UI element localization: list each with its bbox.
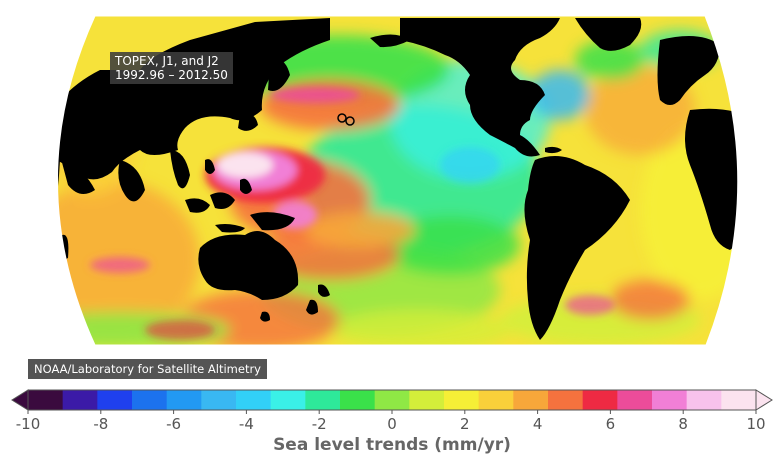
colorbar-segment	[478, 390, 514, 410]
island-marker	[337, 113, 347, 123]
colorbar-tick-label: 0	[387, 415, 397, 433]
colorbar-segment	[617, 390, 653, 410]
colorbar-segment	[686, 390, 722, 410]
colorbar-tick-label: 10	[746, 415, 766, 433]
colorbar-segment	[270, 390, 306, 410]
mission-label-line2: 1992.96 – 2012.50	[115, 68, 228, 82]
colorbar-segment	[582, 390, 618, 410]
colorbar-title: Sea level trends (mm/yr)	[273, 435, 511, 455]
colorbar-segment	[513, 390, 549, 410]
colorbar-segment	[132, 390, 168, 410]
colorbar-segment	[409, 390, 445, 410]
colorbar-tick-label: 6	[605, 415, 616, 433]
colorbar-segment	[62, 390, 98, 410]
colorbar-segment	[374, 390, 410, 410]
colorbar-min-extension-arrow	[11, 389, 29, 411]
island-marker	[345, 116, 355, 126]
colorbar-tick-label: -4	[238, 415, 254, 433]
colorbar-tick-label: 2	[460, 415, 470, 433]
colorbar-segment	[28, 390, 64, 410]
credit-label: NOAA/Laboratory for Satellite Altimetry	[28, 359, 267, 379]
colorbar-tick-label: 8	[678, 415, 688, 433]
colorbar-segment	[444, 390, 480, 410]
colorbar-max-extension-arrow	[755, 389, 773, 411]
colorbar-tick-label: -10	[15, 415, 41, 433]
colorbar-segment	[721, 390, 757, 410]
colorbar-tick-label: -8	[93, 415, 109, 433]
colorbar-segment	[201, 390, 237, 410]
land-masses	[57, 18, 738, 340]
colorbar-tick-label: -6	[166, 415, 182, 433]
colorbar-segment	[236, 390, 272, 410]
colorbar-segment	[305, 390, 341, 410]
colorbar-segment	[166, 390, 202, 410]
colorbar-tick-label: -2	[311, 415, 327, 433]
colorbar	[11, 389, 773, 414]
mission-period-label: TOPEX, J1, and J2 1992.96 – 2012.50	[110, 52, 233, 84]
colorbar-segment	[97, 390, 133, 410]
colorbar-segment	[652, 390, 688, 410]
colorbar-segment	[340, 390, 376, 410]
colorbar-tick-label: 4	[532, 415, 543, 433]
mission-label-line1: TOPEX, J1, and J2	[115, 54, 219, 68]
colorbar-segment	[548, 390, 584, 410]
